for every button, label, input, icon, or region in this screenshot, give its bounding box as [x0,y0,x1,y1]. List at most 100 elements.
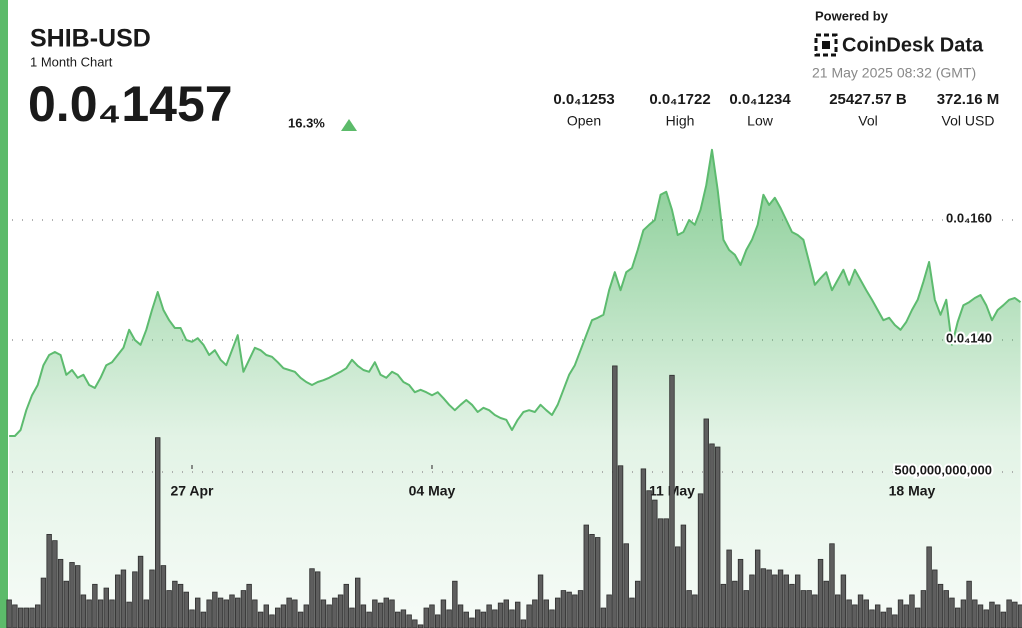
y-tick-label: 500,000,000,000 [894,462,992,477]
volume-bar [360,604,367,628]
volume-bar [692,594,698,628]
volume-bar [634,580,641,628]
volume-bar [69,562,75,628]
volume-bar [994,604,1001,628]
volume-bar [35,604,41,628]
volume-bar [46,534,52,628]
volume-bar [377,602,384,628]
volume-bar [97,599,104,628]
stat-label: High [666,113,695,129]
subtitle: 1 Month Chart [30,54,113,69]
volume-bar [897,599,904,628]
volume-bar [954,607,961,628]
volume-bar [909,594,915,628]
volume-bar [137,555,144,628]
volume-bar [269,614,275,628]
volume-bar [937,583,944,628]
volume-bar [423,607,429,628]
y-tick-label: 0.0₄140 [946,330,992,345]
volume-bar [115,574,121,628]
powered-by: Powered by [815,8,889,23]
volume-bar [332,597,338,628]
volume-bar [246,583,252,628]
volume-bar [646,490,652,628]
volume-bar [794,574,801,628]
volume-bar [966,580,972,628]
volume-bar [949,597,955,628]
volume-bar [560,590,567,628]
volume-bar [497,602,504,628]
volume-bar [492,609,498,628]
volume-bar [594,537,601,628]
volume-bar [1017,604,1022,628]
volume-bar [880,611,887,628]
volume-bar [914,607,921,628]
volume-bar [297,611,304,628]
volume-bar [789,583,795,628]
volume-bar [343,583,349,628]
volume-bar [829,543,835,628]
volume-bar [983,609,989,628]
volume-bar [589,534,595,628]
brand: CoinDesk Data [842,34,984,56]
volume-bar [486,604,492,628]
volume-bar [183,591,189,628]
volume-bar [17,607,24,628]
volume-bar [1000,611,1007,628]
volume-bar [400,609,407,628]
volume-bar [874,604,881,628]
volume-bar [160,565,167,628]
price-line [9,148,1022,437]
price: 0.0₄1457 [28,76,233,132]
volume-bar [680,524,687,628]
volume-bar [503,599,509,628]
stat-value: 0.0₄1234 [729,91,791,108]
volume-bar [903,604,909,628]
volume-bar [703,418,709,628]
volume-bar [63,580,69,628]
volume-bar [572,594,578,628]
volume-bar [126,601,132,628]
volume-bar [817,558,824,628]
volume-bar [463,611,469,628]
volume-bar [549,609,555,628]
change: 16.3% [288,115,325,130]
volume-bar [440,599,447,628]
volume-bar [217,597,224,628]
volume-bar [320,599,327,628]
stat-value: 0.0₄1722 [649,91,710,108]
volume-bar [766,569,772,628]
volume-bar [252,599,258,628]
volume-bar [869,609,875,628]
volume-bar [412,619,418,628]
volume-bar [852,604,858,628]
volume-bar [389,599,395,628]
volume-bar [846,599,852,628]
volume-bar [395,611,401,628]
volume-bar [189,609,195,628]
volume-bar [326,604,332,628]
volume-bar [6,599,12,628]
volume-bar [989,601,995,628]
volume-bar [12,604,18,628]
volume-bar [280,604,287,628]
volume-bar [177,583,184,628]
header: SHIB-USD 1 Month Chart 0.0₄1457 16.3% Po… [28,8,999,132]
y-tick-label: 0.0₄160 [946,210,992,225]
volume-bar [509,609,515,628]
volume-bar [943,590,949,628]
volume-bar [892,614,898,628]
volume-bar [103,587,109,628]
volume-bar [355,577,361,628]
volume-bar [606,594,612,628]
volume-bar [514,601,521,628]
volume-bar [1012,601,1018,628]
volume-bar [806,590,812,628]
volume-bar [726,549,732,628]
volume-bar [714,446,721,628]
volume-bar [617,465,624,628]
volume-bar [212,591,218,628]
volume-bar [469,617,475,628]
volume-bar [429,604,435,628]
